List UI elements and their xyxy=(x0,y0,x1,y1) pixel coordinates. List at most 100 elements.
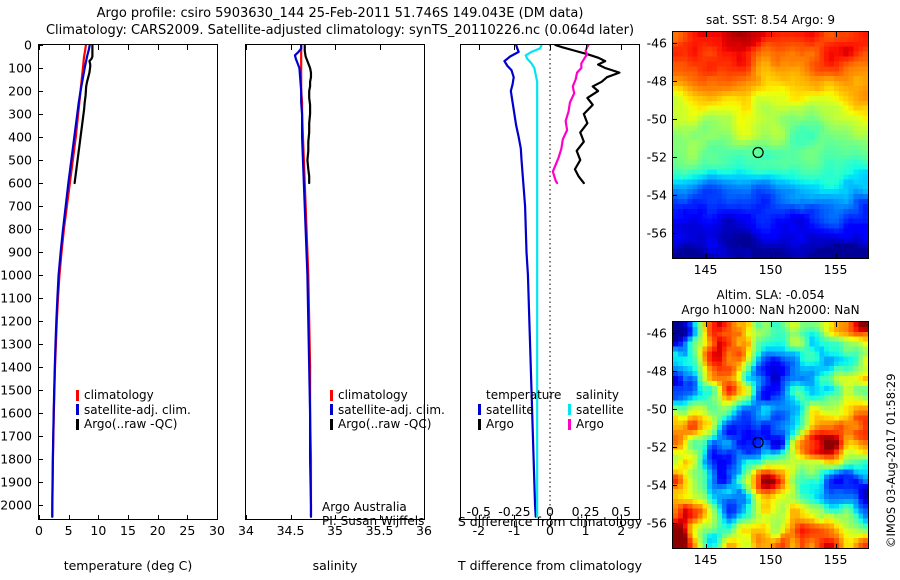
legend-entry: Argo xyxy=(568,417,624,432)
legend-entry: satellite xyxy=(478,403,561,418)
depth-tick-label-1700: 1700 xyxy=(0,428,32,444)
depth-tick-1500 xyxy=(38,390,43,391)
sst-lat-tick--48 xyxy=(672,81,677,82)
depth-tick-200 xyxy=(38,91,43,92)
sla-lat-label--54: -54 xyxy=(646,477,667,493)
legend-entry: climatology xyxy=(330,388,445,403)
difference-plot-box xyxy=(460,44,640,520)
legend-entry: Argo(..raw -QC) xyxy=(76,417,191,432)
salinity-x-tick-2 xyxy=(335,515,336,520)
legend-entry: satellite-adj. clim. xyxy=(330,403,445,418)
sst-lon-tick-155 xyxy=(836,254,837,259)
sst-lon-tick-150 xyxy=(771,254,772,259)
t-difference-axis-title: T difference from climatology xyxy=(457,558,643,573)
legend-color-swatch-icon xyxy=(76,418,79,430)
sla-lat-label--56: -56 xyxy=(646,515,667,531)
tdiff-x-tick-0 xyxy=(479,521,480,526)
sst-lat-label--54: -54 xyxy=(646,187,667,203)
difference-legend-salinity: salinity satellite Argo xyxy=(568,388,624,432)
legend-entry-label: satellite xyxy=(486,402,534,417)
sla-lon-toptick-150 xyxy=(771,322,772,327)
legend-color-swatch-icon xyxy=(330,389,333,401)
sst-lon-label-155: 155 xyxy=(823,262,848,277)
sst-lon-label-150: 150 xyxy=(758,262,783,277)
diff-top-tick-4 xyxy=(621,45,622,50)
legend-heading: temperature xyxy=(486,388,562,402)
sla-lon-tick-155 xyxy=(836,544,837,549)
sdiff-x-tick-label-2: 0 xyxy=(546,504,554,519)
sla-title-line-1: Altim. SLA: -0.054 xyxy=(716,288,825,302)
depth-tick-900 xyxy=(38,252,43,253)
sst-lat-tick--56 xyxy=(672,233,677,234)
legend-color-swatch-icon xyxy=(76,404,79,416)
depth-tick-label-1600: 1600 xyxy=(0,405,32,421)
legend-entry-label: Argo xyxy=(486,417,514,431)
sdiff-x-tick-4 xyxy=(621,515,622,520)
sla-title-line-2: Argo h1000: NaN h2000: NaN xyxy=(681,303,860,317)
temperature-axis-title: temperature (deg C) xyxy=(63,558,193,573)
sst-lon-toptick-155 xyxy=(836,32,837,37)
temperature-x-tick-2 xyxy=(98,515,99,520)
legend-color-swatch-icon xyxy=(478,404,481,416)
sst-lon-toptick-150 xyxy=(771,32,772,37)
depth-tick-label-800: 800 xyxy=(8,221,32,237)
salinity-curves xyxy=(293,45,313,518)
temperature-x-tick-label-0: 0 xyxy=(35,523,43,538)
sdiff-x-tick-label-1: -0.25 xyxy=(498,504,531,519)
depth-tick-label-700: 700 xyxy=(8,198,32,214)
sst-lat-tick--52 xyxy=(672,157,677,158)
sst-lat-label--46: -46 xyxy=(646,35,667,51)
legend-entry: satellite-adj. clim. xyxy=(76,403,191,418)
temp-top-tick-4 xyxy=(158,45,159,50)
depth-tick-1200 xyxy=(38,321,43,322)
temperature-curves xyxy=(51,45,94,518)
temperature-x-tick-3 xyxy=(128,515,129,520)
sal-top-tick-0 xyxy=(246,45,247,50)
salinity-x-tick-1 xyxy=(291,515,292,520)
depth-tick-label-1400: 1400 xyxy=(0,359,32,375)
sla-lat-tick--54 xyxy=(672,485,677,486)
legend-entry-label: Argo(..raw -QC) xyxy=(84,417,178,431)
salinity-x-tick-4 xyxy=(424,515,425,520)
temp-top-tick-1 xyxy=(69,45,70,50)
sdiff-x-tick-1 xyxy=(514,515,515,520)
depth-tick-800 xyxy=(38,229,43,230)
depth-tick-label-500: 500 xyxy=(8,152,32,168)
temp-top-tick-3 xyxy=(128,45,129,50)
temp-top-tick-0 xyxy=(39,45,40,50)
temperature-x-tick-6 xyxy=(217,515,218,520)
sst-lat-label--48: -48 xyxy=(646,73,667,89)
legend-entry-label: satellite-adj. clim. xyxy=(84,402,191,417)
legend-entry-label: satellite-adj. clim. xyxy=(338,402,445,417)
legend-entry: satellite xyxy=(568,403,624,418)
attribution-line-1: Argo Australia xyxy=(322,500,407,514)
depth-tick-label-0: 0 xyxy=(24,37,32,53)
legend-color-swatch-icon xyxy=(568,418,571,430)
temperature-x-tick-label-2: 10 xyxy=(90,523,107,538)
sst-map-field xyxy=(673,32,868,258)
depth-tick-label-1900: 1900 xyxy=(0,474,32,490)
temp-top-tick-2 xyxy=(98,45,99,50)
sst-lat-label--56: -56 xyxy=(646,225,667,241)
depth-tick-1300 xyxy=(38,344,43,345)
temp-top-tick-5 xyxy=(187,45,188,50)
sla-lon-label-150: 150 xyxy=(758,552,783,567)
sdiff-x-tick-2 xyxy=(550,515,551,520)
attribution-line-2: PI: Susan Wijffels xyxy=(322,514,425,528)
tdiff-x-tick-3 xyxy=(586,521,587,526)
diff-top-tick-1 xyxy=(514,45,515,50)
temperature-x-tick-label-6: 30 xyxy=(209,523,225,538)
salinity-x-tick-label-1: 34.5 xyxy=(276,523,305,538)
sla-lon-toptick-155 xyxy=(836,322,837,327)
depth-tick-label-1000: 1000 xyxy=(0,267,32,283)
diff-top-tick-0 xyxy=(479,45,480,50)
title-line-2: Climatology: CARS2009. Satellite-adjuste… xyxy=(45,23,635,38)
sla-lat-label--48: -48 xyxy=(646,363,667,379)
sla-map-title: Altim. SLA: -0.054 Argo h1000: NaN h2000… xyxy=(672,288,869,318)
legend-color-swatch-icon xyxy=(330,404,333,416)
title-line-1: Argo profile: csiro 5903630_144 25-Feb-2… xyxy=(96,6,584,21)
legend-entry-label: Argo xyxy=(576,417,604,431)
salinity-x-tick-label-2: 35 xyxy=(327,523,343,538)
depth-tick-600 xyxy=(38,183,43,184)
salinity-legend: climatology satellite-adj. clim. Argo(..ra… xyxy=(330,388,445,432)
